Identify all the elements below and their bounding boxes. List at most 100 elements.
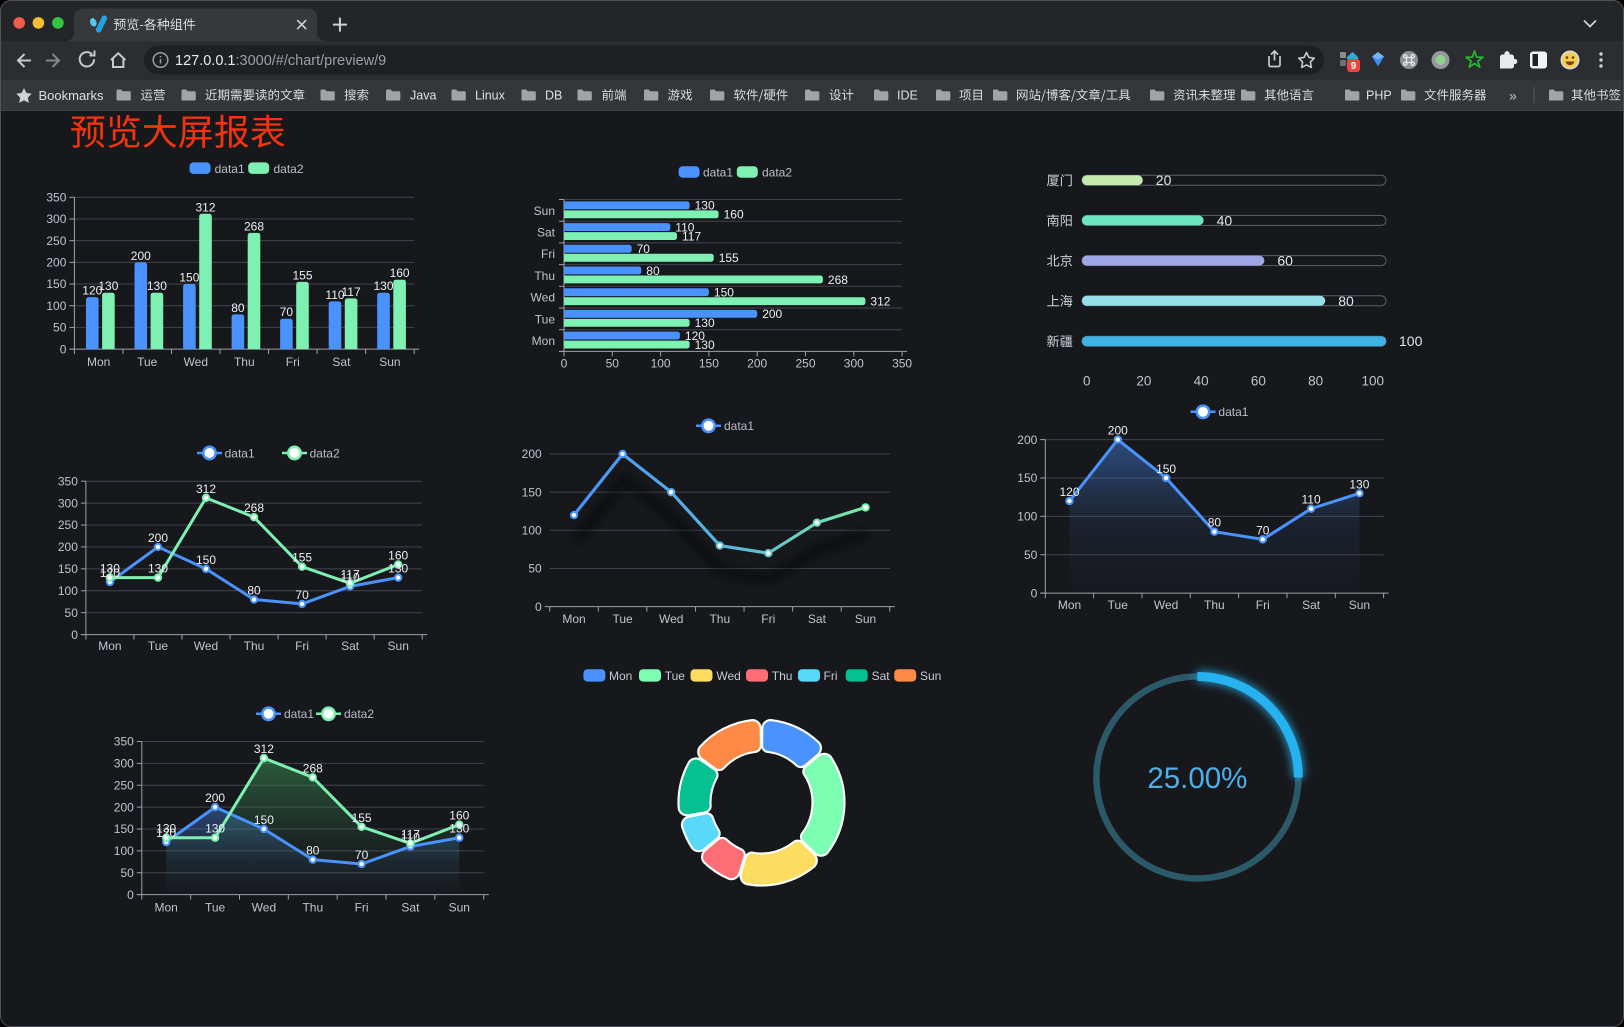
svg-text:312: 312 xyxy=(195,200,215,214)
svg-text:DB: DB xyxy=(545,89,562,103)
svg-text:200: 200 xyxy=(522,447,542,461)
svg-text:110: 110 xyxy=(675,220,694,234)
svg-text:150: 150 xyxy=(714,285,734,299)
svg-text:100: 100 xyxy=(651,357,671,371)
svg-text:Thu: Thu xyxy=(772,669,793,683)
svg-text:Tue: Tue xyxy=(665,669,686,683)
svg-text:200: 200 xyxy=(58,540,78,554)
svg-text:200: 200 xyxy=(1017,433,1037,447)
svg-text:117: 117 xyxy=(341,567,360,581)
svg-text:Sat: Sat xyxy=(332,355,351,369)
svg-text:150: 150 xyxy=(196,553,216,567)
svg-text:Linux: Linux xyxy=(475,89,506,103)
svg-text:data2: data2 xyxy=(310,446,340,460)
svg-text:160: 160 xyxy=(724,208,744,222)
svg-text:Sat: Sat xyxy=(872,669,891,683)
svg-text:Thu: Thu xyxy=(302,901,323,915)
svg-text:Fri: Fri xyxy=(1256,598,1270,612)
svg-text:Wed: Wed xyxy=(716,669,740,683)
svg-text:Sun: Sun xyxy=(855,612,876,626)
svg-text:350: 350 xyxy=(114,735,134,749)
svg-text:150: 150 xyxy=(46,277,66,291)
svg-text:150: 150 xyxy=(699,357,719,371)
svg-text:350: 350 xyxy=(892,357,912,371)
svg-text:130: 130 xyxy=(148,562,168,576)
svg-text:Tue: Tue xyxy=(612,612,633,626)
svg-text:250: 250 xyxy=(58,518,78,532)
svg-text:Wed: Wed xyxy=(184,355,208,369)
svg-text:Sat: Sat xyxy=(537,226,556,240)
svg-text:data1: data1 xyxy=(724,419,754,433)
svg-text:Java: Java xyxy=(410,89,436,103)
svg-text:Wed: Wed xyxy=(194,639,218,653)
svg-text:250: 250 xyxy=(795,357,815,371)
svg-text:Tue: Tue xyxy=(205,901,226,915)
svg-text:0: 0 xyxy=(71,628,78,642)
svg-text:130: 130 xyxy=(1349,477,1369,491)
svg-text:150: 150 xyxy=(254,813,274,827)
svg-text:Sat: Sat xyxy=(341,639,360,653)
svg-text:40: 40 xyxy=(1217,212,1233,228)
svg-text:Fri: Fri xyxy=(286,355,300,369)
svg-text:312: 312 xyxy=(870,294,890,308)
svg-text:data1: data1 xyxy=(1218,405,1248,419)
svg-text:268: 268 xyxy=(244,501,264,515)
svg-text:Fri: Fri xyxy=(761,612,775,626)
svg-text:200: 200 xyxy=(148,531,168,545)
svg-text:117: 117 xyxy=(401,827,420,841)
svg-text:155: 155 xyxy=(719,251,739,265)
svg-text:100: 100 xyxy=(114,844,134,858)
svg-text:160: 160 xyxy=(449,809,469,823)
svg-text:Mon: Mon xyxy=(1058,598,1081,612)
svg-text:200: 200 xyxy=(114,800,134,814)
svg-text:80: 80 xyxy=(1208,516,1222,530)
svg-text:268: 268 xyxy=(244,219,264,233)
svg-text:130: 130 xyxy=(147,279,167,293)
svg-text:Fri: Fri xyxy=(824,669,838,683)
svg-text:0: 0 xyxy=(561,357,568,371)
svg-text:200: 200 xyxy=(1108,424,1128,438)
svg-text:Sun: Sun xyxy=(449,901,470,915)
svg-text:155: 155 xyxy=(352,811,372,825)
svg-text:70: 70 xyxy=(295,588,309,602)
svg-text:0: 0 xyxy=(60,342,67,356)
svg-text:150: 150 xyxy=(1156,462,1176,476)
svg-text:80: 80 xyxy=(247,584,261,598)
svg-text:120: 120 xyxy=(100,566,120,580)
svg-text:Wed: Wed xyxy=(252,901,276,915)
svg-text:80: 80 xyxy=(306,844,320,858)
svg-text:312: 312 xyxy=(254,742,274,756)
svg-text:Thu: Thu xyxy=(534,269,555,283)
svg-text:127.0.0.1:3000/#/chart/preview: 127.0.0.1:3000/#/chart/preview/9 xyxy=(175,53,386,69)
svg-text:100: 100 xyxy=(58,584,78,598)
svg-text:data1: data1 xyxy=(284,707,314,721)
svg-text:9: 9 xyxy=(1351,61,1357,72)
svg-text:130: 130 xyxy=(205,822,225,836)
svg-text:350: 350 xyxy=(46,191,66,205)
svg-text:Fri: Fri xyxy=(541,247,555,261)
svg-text:data1: data1 xyxy=(225,446,255,460)
svg-text:Wed: Wed xyxy=(531,291,555,305)
svg-text:268: 268 xyxy=(828,273,848,287)
svg-text:0: 0 xyxy=(535,600,542,614)
svg-text:Mon: Mon xyxy=(98,639,121,653)
svg-text:120: 120 xyxy=(82,284,102,298)
svg-text:110: 110 xyxy=(341,570,360,584)
svg-text:80: 80 xyxy=(1338,293,1354,309)
svg-text:300: 300 xyxy=(844,357,864,371)
svg-text:Mon: Mon xyxy=(87,355,110,369)
svg-text:200: 200 xyxy=(46,256,66,270)
svg-text:Sun: Sun xyxy=(534,204,555,218)
svg-text:150: 150 xyxy=(114,822,134,836)
svg-text:350: 350 xyxy=(58,474,78,488)
svg-text:130: 130 xyxy=(449,822,469,836)
svg-text:110: 110 xyxy=(1302,493,1321,507)
svg-text:60: 60 xyxy=(1251,374,1266,389)
svg-text:100: 100 xyxy=(1399,333,1423,349)
svg-text:100: 100 xyxy=(1017,510,1037,524)
svg-text:130: 130 xyxy=(98,279,118,293)
svg-text:300: 300 xyxy=(58,496,78,510)
svg-text:130: 130 xyxy=(388,562,408,576)
svg-text:data2: data2 xyxy=(762,166,792,180)
svg-text:50: 50 xyxy=(120,866,134,880)
